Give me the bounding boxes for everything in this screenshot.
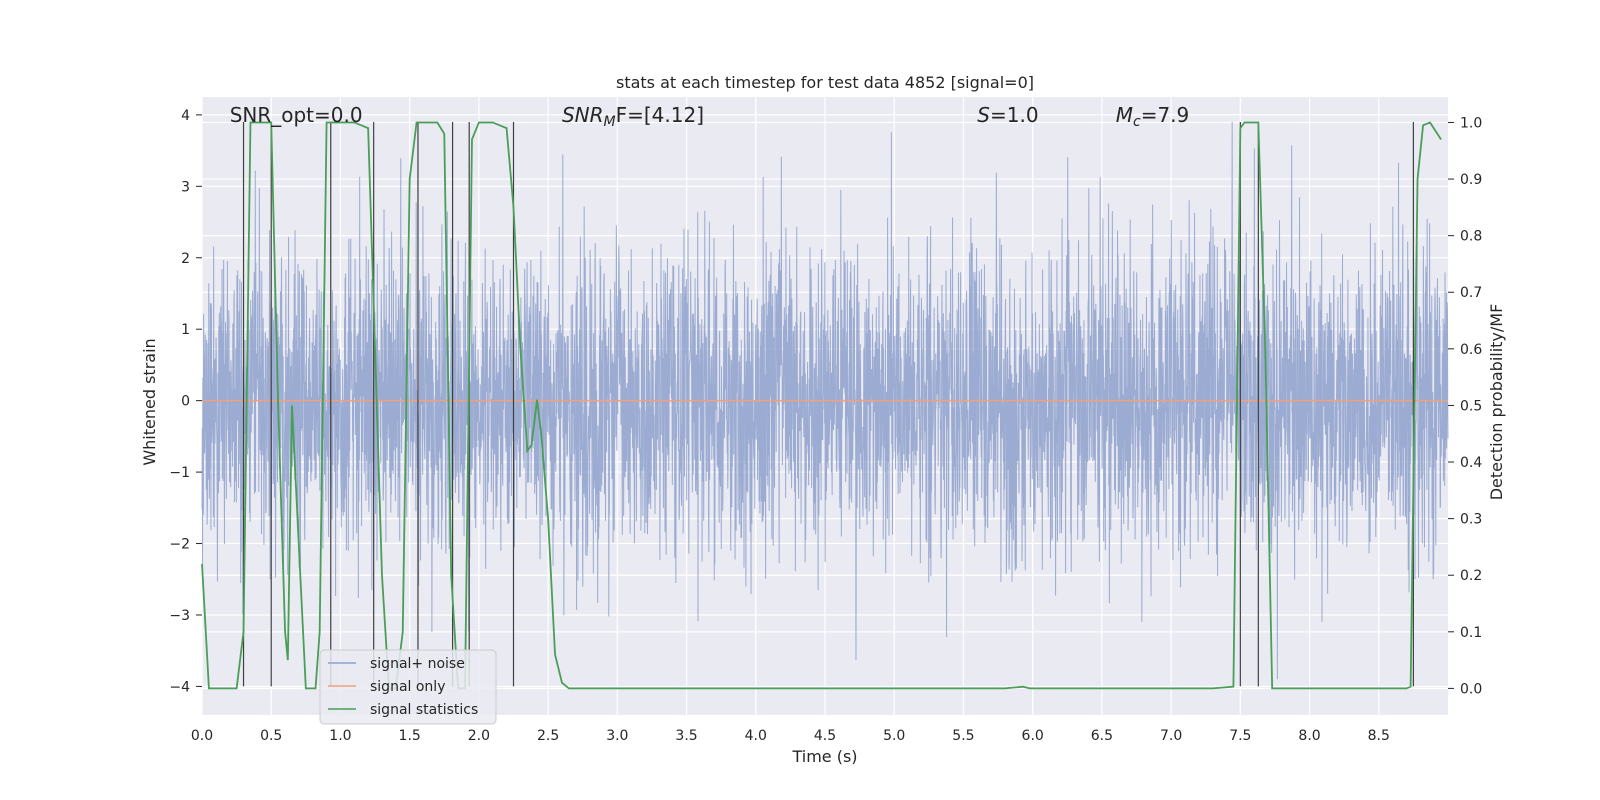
right-y-tick-label: 0.3 <box>1460 512 1482 528</box>
x-axis-label: Time (s) <box>791 747 857 766</box>
legend-box <box>319 649 497 725</box>
x-tick-label: 4.0 <box>745 728 767 744</box>
mc-value: =7.9 <box>1141 103 1190 127</box>
signal-statistics-line <box>201 121 1442 690</box>
legend-label-signal-statistics: signal statistics <box>370 702 478 718</box>
x-tick-label: 0.0 <box>191 728 213 744</box>
left-y-tick-label: 0 <box>181 394 190 410</box>
snr-mf-symbol: SNR <box>562 103 604 127</box>
right-y-tick-label: 0.0 <box>1460 681 1482 697</box>
annotation-s: S=1.0 <box>977 103 1038 127</box>
right-y-tick-label: 0.7 <box>1460 285 1482 301</box>
x-tick-label: 4.5 <box>814 728 836 744</box>
annotation-mc: Mc=7.9 <box>1116 103 1190 130</box>
x-tick-label: 3.0 <box>606 728 628 744</box>
legend-label-signal-noise: signal+ noise <box>370 656 465 672</box>
left-y-axis-ticks: 4 3 2 1 0 −1 −2 −3 −4 <box>169 108 202 695</box>
left-y-tick-label: 3 <box>181 179 190 195</box>
right-y-tick-label: 0.8 <box>1460 229 1482 245</box>
right-y-axis-label: Detection probability/MF <box>1487 304 1506 501</box>
mc-symbol: M <box>1116 103 1133 127</box>
snr-mf-value: F=[4.12] <box>616 103 704 127</box>
x-tick-label: 1.0 <box>329 728 351 744</box>
left-y-axis-label: Whitened strain <box>140 338 159 465</box>
s-value: =1.0 <box>990 103 1039 127</box>
signal-statistics-series <box>201 121 1442 690</box>
x-tick-label: 2.5 <box>537 728 559 744</box>
right-y-tick-label: 1.0 <box>1460 115 1482 131</box>
x-axis-ticks: 0.0 0.5 1.0 1.5 2.0 2.5 3.0 3.5 4.0 4.5 5.0 5.5 6.0 6… <box>191 728 1390 744</box>
x-tick-label: 6.0 <box>1022 728 1044 744</box>
right-y-tick-label: 0.6 <box>1460 342 1482 358</box>
annotations: SNR_opt=0.0 SNRMF=[4.12] S=1.0 Mc=7.9 <box>230 103 1190 130</box>
x-tick-label: 1.5 <box>399 728 421 744</box>
left-y-tick-label: −4 <box>169 679 190 695</box>
left-y-tick-label: −1 <box>169 465 190 481</box>
x-tick-label: 5.0 <box>883 728 905 744</box>
snr-mf-subscript: M <box>604 114 616 130</box>
left-y-tick-label: 2 <box>181 251 190 267</box>
x-tick-label: 7.5 <box>1229 728 1251 744</box>
left-y-tick-label: 4 <box>181 108 190 124</box>
x-tick-label: 6.5 <box>1091 728 1113 744</box>
mc-subscript: c <box>1133 114 1141 130</box>
x-tick-label: 2.0 <box>468 728 490 744</box>
right-y-tick-label: 0.4 <box>1460 455 1482 471</box>
x-tick-label: 7.0 <box>1160 728 1182 744</box>
x-tick-label: 5.5 <box>952 728 974 744</box>
right-y-tick-label: 0.2 <box>1460 568 1482 584</box>
s-symbol: S <box>977 103 990 127</box>
annotation-snr-mf: SNRMF=[4.12] <box>562 103 704 130</box>
left-y-tick-label: −3 <box>169 608 190 624</box>
legend: signal+ noise signal only signal statist… <box>319 649 497 725</box>
right-y-tick-label: 0.9 <box>1460 172 1482 188</box>
left-y-tick-label: 1 <box>181 322 190 338</box>
x-tick-label: 0.5 <box>260 728 282 744</box>
x-tick-label: 8.5 <box>1368 728 1390 744</box>
chart-title: stats at each timestep for test data 485… <box>616 73 1034 92</box>
right-y-tick-label: 0.1 <box>1460 625 1482 641</box>
x-tick-label: 8.0 <box>1298 728 1320 744</box>
x-tick-label: 3.5 <box>675 728 697 744</box>
left-y-tick-label: −2 <box>169 537 190 553</box>
right-y-tick-label: 0.5 <box>1460 398 1482 414</box>
legend-label-signal-only: signal only <box>370 679 445 695</box>
annotation-snr-opt: SNR_opt=0.0 <box>230 103 363 127</box>
right-y-axis-ticks: 1.0 0.9 0.8 0.7 0.6 0.5 0.4 0.3 0.2 0.1 0.0 <box>1448 115 1482 697</box>
